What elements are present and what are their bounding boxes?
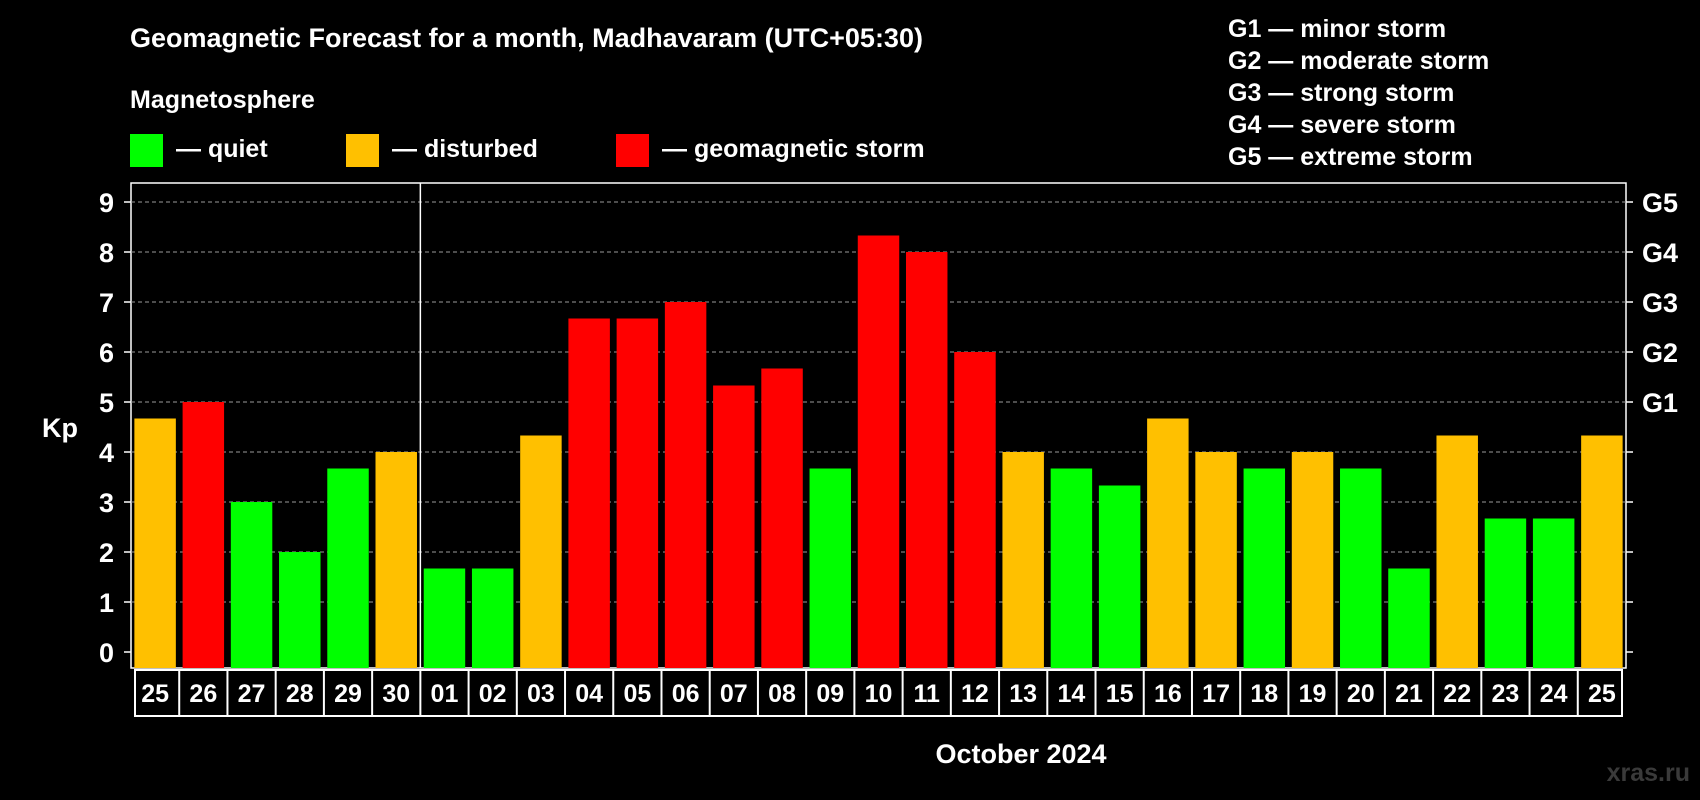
x-tick-label: 25 bbox=[141, 680, 169, 708]
bar bbox=[230, 502, 273, 668]
bar bbox=[1581, 435, 1623, 668]
x-tick-label: 26 bbox=[189, 680, 217, 708]
y-tick-label: 0 bbox=[99, 638, 114, 668]
bar bbox=[1532, 518, 1575, 668]
x-axis-label: October 2024 bbox=[935, 739, 1106, 769]
legend: — quiet — disturbed — geomagnetic storm bbox=[130, 134, 925, 167]
storm-scale-item: G1 — minor storm bbox=[1228, 15, 1446, 43]
bar bbox=[1243, 468, 1286, 668]
right-tick-label: G1 bbox=[1642, 388, 1678, 418]
bar bbox=[857, 235, 900, 668]
x-tick-label: 28 bbox=[286, 680, 314, 708]
y-tick-label: 3 bbox=[99, 488, 114, 518]
x-tick-label: 02 bbox=[479, 680, 507, 708]
x-tick-label: 23 bbox=[1492, 680, 1520, 708]
y-tick-label: 7 bbox=[99, 288, 114, 318]
x-tick-label: 16 bbox=[1154, 680, 1182, 708]
bar bbox=[1147, 418, 1189, 668]
x-tick-label: 11 bbox=[914, 680, 941, 708]
x-tick-label: 01 bbox=[431, 680, 459, 708]
x-tick-label: 17 bbox=[1202, 680, 1230, 708]
x-tick-label: 05 bbox=[623, 680, 651, 708]
legend-swatch bbox=[346, 134, 379, 167]
x-tick-label: 09 bbox=[816, 680, 844, 708]
right-tick-label: G3 bbox=[1642, 288, 1678, 318]
x-tick-label: 19 bbox=[1299, 680, 1327, 708]
legend-swatch bbox=[130, 134, 163, 167]
right-tick-label: G4 bbox=[1642, 238, 1678, 268]
bar bbox=[1484, 518, 1527, 668]
x-tick-label: 18 bbox=[1250, 680, 1278, 708]
right-tick-label: G2 bbox=[1642, 338, 1678, 368]
storm-scale-item: G3 — strong storm bbox=[1228, 79, 1454, 107]
x-tick-label: 27 bbox=[238, 680, 266, 708]
y-tick-label: 6 bbox=[99, 338, 114, 368]
y-axis-label: Kp bbox=[42, 413, 78, 443]
x-tick-label: 12 bbox=[961, 680, 989, 708]
x-tick-label: 21 bbox=[1395, 680, 1423, 708]
date-strip bbox=[134, 669, 1623, 717]
y-tick-label: 2 bbox=[99, 538, 114, 568]
bar bbox=[1388, 568, 1430, 668]
bar bbox=[1340, 468, 1382, 668]
bar bbox=[471, 568, 514, 668]
bar bbox=[520, 435, 562, 668]
bar bbox=[905, 252, 948, 668]
storm-scale-legend: G1 — minor storm G2 — moderate storm G3 — … bbox=[1228, 15, 1489, 171]
bar bbox=[954, 352, 996, 668]
bar bbox=[1050, 468, 1093, 668]
x-tick-label: 22 bbox=[1443, 680, 1471, 708]
x-tick-label: 24 bbox=[1540, 680, 1568, 708]
bar bbox=[375, 452, 417, 668]
legend-swatch bbox=[616, 134, 649, 167]
legend-label: — quiet bbox=[176, 135, 268, 163]
x-tick-label: 13 bbox=[1009, 680, 1037, 708]
bar bbox=[809, 468, 852, 668]
x-tick-label: 25 bbox=[1588, 680, 1616, 708]
legend-label: — geomagnetic storm bbox=[662, 135, 925, 163]
bar bbox=[327, 468, 369, 668]
bar bbox=[423, 568, 466, 668]
bar bbox=[761, 368, 803, 668]
x-tick-label: 04 bbox=[575, 680, 603, 708]
storm-scale-item: G2 — moderate storm bbox=[1228, 47, 1489, 75]
legend-label: — disturbed bbox=[392, 135, 538, 163]
bar bbox=[713, 385, 755, 668]
bar bbox=[568, 318, 610, 668]
x-tick-label: 03 bbox=[527, 680, 555, 708]
bar bbox=[134, 418, 176, 668]
y-tick-label: 4 bbox=[99, 438, 114, 468]
bar bbox=[1098, 485, 1141, 668]
bar bbox=[1436, 435, 1478, 668]
x-tick-label: 29 bbox=[334, 680, 362, 708]
x-tick-label: 07 bbox=[720, 680, 748, 708]
chart-title: Geomagnetic Forecast for a month, Madhav… bbox=[130, 23, 923, 53]
y-tick-label: 9 bbox=[99, 188, 114, 218]
x-tick-label: 15 bbox=[1106, 680, 1134, 708]
x-tick-label: 14 bbox=[1057, 680, 1085, 708]
bar bbox=[279, 552, 321, 668]
x-tick-label: 30 bbox=[382, 680, 410, 708]
x-tick-label: 08 bbox=[768, 680, 796, 708]
y-tick-label: 1 bbox=[99, 588, 114, 618]
bar bbox=[664, 302, 707, 668]
bar bbox=[1195, 452, 1237, 668]
y-tick-label: 5 bbox=[99, 388, 114, 418]
bar bbox=[182, 402, 225, 668]
bar bbox=[616, 318, 659, 668]
bar bbox=[1002, 452, 1044, 668]
watermark: xras.ru bbox=[1607, 759, 1690, 787]
x-tick-label: 10 bbox=[865, 680, 893, 708]
bar bbox=[1291, 452, 1334, 668]
storm-scale-item: G5 — extreme storm bbox=[1228, 143, 1473, 171]
y-tick-label: 8 bbox=[99, 238, 114, 268]
x-tick-label: 06 bbox=[672, 680, 700, 708]
storm-scale-item: G4 — severe storm bbox=[1228, 111, 1456, 139]
x-tick-label: 20 bbox=[1347, 680, 1375, 708]
legend-heading: Magnetosphere bbox=[130, 86, 315, 114]
right-tick-label: G5 bbox=[1642, 188, 1678, 218]
